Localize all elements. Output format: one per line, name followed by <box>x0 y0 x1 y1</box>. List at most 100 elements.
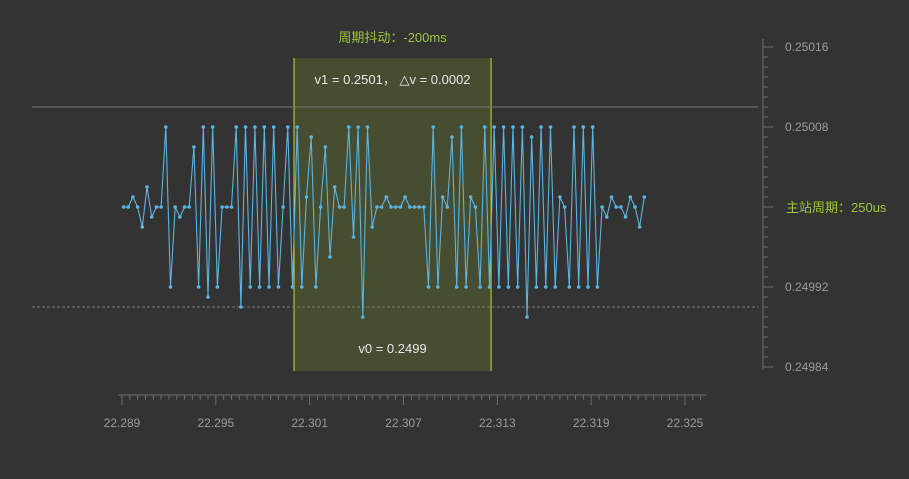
data-point <box>417 205 421 209</box>
data-point <box>595 285 600 289</box>
data-point <box>483 125 487 129</box>
data-point <box>243 125 248 129</box>
data-point <box>562 205 567 209</box>
series-line-0 <box>123 126 645 318</box>
series-layer <box>121 125 647 319</box>
data-point <box>426 285 431 289</box>
data-point <box>525 315 529 319</box>
data-point <box>520 125 525 129</box>
data-point <box>187 205 191 209</box>
data-point <box>623 215 628 219</box>
period-label: 主站周期：250us <box>786 200 887 215</box>
data-point <box>149 215 154 219</box>
data-point <box>239 305 243 309</box>
x-axis: 22.289 22.295 22.301 22.307 22.313 22.319 22.3… <box>104 394 707 430</box>
data-point <box>168 285 173 289</box>
data-point <box>300 285 304 289</box>
data-point <box>473 205 478 209</box>
data-point <box>454 285 459 289</box>
data-point <box>370 225 375 229</box>
data-point <box>318 205 323 209</box>
data-point <box>628 195 633 199</box>
jitter-label: 周期抖动：-200ms <box>338 30 447 45</box>
labels-layer: 周期抖动：-200ms 主站周期：250us v1 = 0.2501， △v =… <box>315 30 887 356</box>
data-point <box>497 285 501 289</box>
v1-delta-label: v1 = 0.2501， △v = 0.0002 <box>315 72 471 87</box>
x-tick-label: 22.295 <box>197 416 234 430</box>
data-point <box>295 125 300 129</box>
data-point <box>131 195 135 199</box>
data-point <box>581 125 586 129</box>
data-point <box>271 125 276 129</box>
data-point <box>196 285 201 289</box>
data-point <box>290 285 295 289</box>
data-point <box>257 285 262 289</box>
data-point <box>492 125 497 129</box>
data-point <box>304 195 309 199</box>
y-tick-label: 0.24984 <box>785 360 829 374</box>
data-point <box>225 205 229 209</box>
data-point <box>605 215 609 219</box>
data-point <box>154 205 159 209</box>
data-point <box>403 195 407 199</box>
data-point <box>534 285 539 289</box>
data-point <box>440 195 445 199</box>
data-point <box>576 285 581 289</box>
data-point <box>178 215 182 219</box>
data-point <box>365 125 370 129</box>
data-point <box>389 205 393 209</box>
data-point <box>590 125 595 129</box>
data-point <box>248 285 252 289</box>
y-tick-label: 0.25016 <box>785 40 829 54</box>
cursor-region <box>294 58 492 371</box>
data-point <box>347 125 351 129</box>
data-point <box>422 205 426 209</box>
data-point <box>281 205 285 209</box>
data-point <box>220 205 224 209</box>
data-point <box>393 205 398 209</box>
data-point <box>487 285 492 289</box>
data-point <box>445 205 450 209</box>
data-point <box>506 285 511 289</box>
data-point <box>637 225 642 229</box>
data-point <box>135 205 140 209</box>
data-point <box>586 285 590 289</box>
data-point <box>375 205 379 209</box>
x-tick-label: 22.301 <box>291 416 328 430</box>
x-tick-label: 22.313 <box>479 416 516 430</box>
data-point <box>511 125 515 129</box>
x-tick-label: 22.307 <box>385 416 422 430</box>
data-point <box>159 205 163 209</box>
data-point <box>309 135 314 139</box>
data-point <box>633 205 637 209</box>
data-point <box>323 145 328 149</box>
data-point <box>436 285 440 289</box>
data-point <box>192 145 196 149</box>
y-tick-label: 0.24992 <box>785 280 829 294</box>
data-point <box>619 205 623 209</box>
data-point <box>164 125 168 129</box>
x-tick-label: 22.325 <box>667 416 704 430</box>
data-point <box>553 285 557 289</box>
reference-lines <box>32 106 758 308</box>
data-point <box>515 285 520 289</box>
data-point <box>253 125 257 129</box>
data-point <box>262 125 267 129</box>
data-point <box>145 185 149 189</box>
data-point <box>572 125 576 129</box>
data-point <box>337 205 342 209</box>
x-tick-label: 22.319 <box>573 416 610 430</box>
data-point <box>332 185 337 189</box>
cursor-layer <box>293 58 492 371</box>
data-point <box>140 225 145 229</box>
data-point <box>468 195 473 199</box>
data-point <box>544 285 548 289</box>
data-point <box>210 125 215 129</box>
data-point <box>548 125 553 129</box>
data-point <box>173 205 177 209</box>
data-point <box>459 125 464 129</box>
data-point <box>356 125 360 129</box>
y-axis: 0.25016 0.25008 0.24992 0.24984 <box>762 39 829 374</box>
v0-label: v0 = 0.2499 <box>358 341 426 356</box>
